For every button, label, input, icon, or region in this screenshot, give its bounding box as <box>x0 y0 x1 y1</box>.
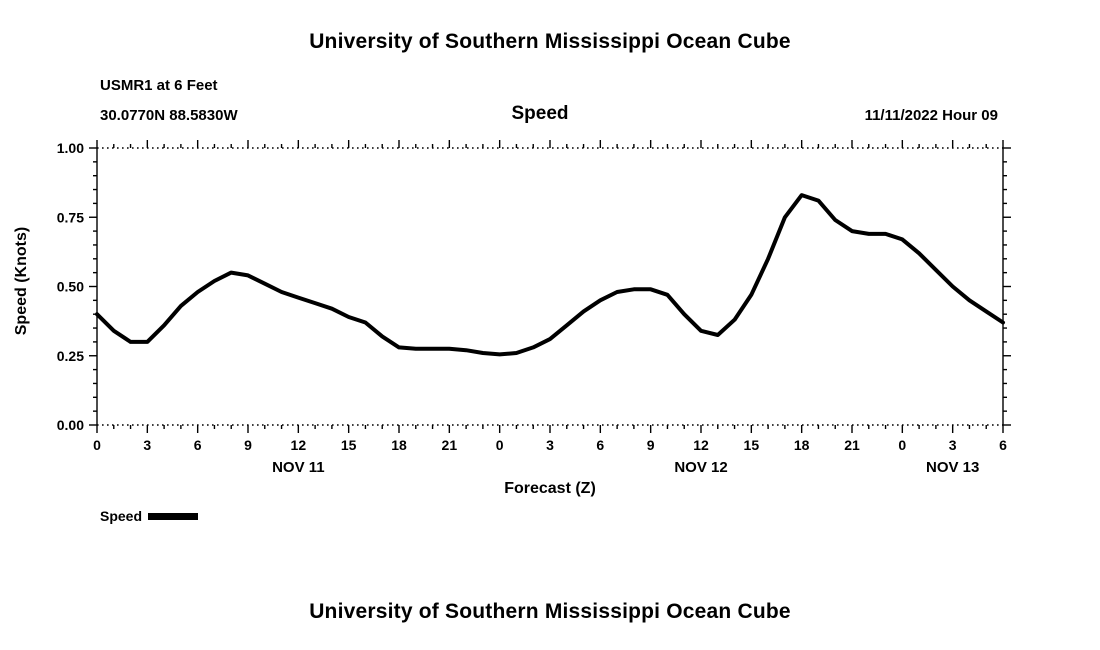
forecast-datetime: 11/11/2022 Hour 09 <box>864 107 998 124</box>
svg-text:0: 0 <box>496 437 504 453</box>
chart-panel-title: Speed <box>511 103 569 124</box>
svg-text:0.75: 0.75 <box>57 209 84 225</box>
svg-text:3: 3 <box>546 437 554 453</box>
svg-text:18: 18 <box>794 437 810 453</box>
svg-text:21: 21 <box>442 437 458 453</box>
speed-chart-svg: 0 3 6 9 12 15 18 21 0 3 6 9 12 15 18 21 0 3 6 NOV 11 NOV 12 N… <box>57 140 1011 476</box>
svg-text:3: 3 <box>143 437 151 453</box>
svg-text:18: 18 <box>391 437 407 453</box>
svg-text:6: 6 <box>194 437 202 453</box>
svg-text:NOV 13: NOV 13 <box>926 459 979 476</box>
svg-text:0: 0 <box>93 437 101 453</box>
svg-text:NOV 12: NOV 12 <box>674 459 727 476</box>
legend-line-swatch <box>148 512 199 520</box>
station-label: USMR1 at 6 Feet <box>100 77 218 94</box>
svg-text:15: 15 <box>341 437 357 453</box>
svg-text:0.25: 0.25 <box>57 348 84 364</box>
svg-text:0: 0 <box>898 437 906 453</box>
svg-text:6: 6 <box>596 437 604 453</box>
svg-text:1.00: 1.00 <box>57 140 84 156</box>
legend-label: Speed <box>100 508 143 524</box>
page-title: University of Southern Mississippi Ocean… <box>309 30 791 53</box>
next-panel-title: University of Southern Mississippi Ocean… <box>309 600 791 623</box>
svg-text:12: 12 <box>291 437 307 453</box>
svg-text:NOV 11: NOV 11 <box>272 459 325 476</box>
x-axis-label: Forecast (Z) <box>504 480 596 497</box>
svg-text:9: 9 <box>647 437 655 453</box>
svg-text:21: 21 <box>844 437 860 453</box>
station-coordinates: 30.0770N 88.5830W <box>100 107 238 124</box>
svg-text:6: 6 <box>999 437 1007 453</box>
svg-text:15: 15 <box>744 437 760 453</box>
svg-text:9: 9 <box>244 437 252 453</box>
svg-text:0.00: 0.00 <box>57 417 84 433</box>
legend: Speed <box>100 508 199 524</box>
svg-text:3: 3 <box>949 437 957 453</box>
svg-text:12: 12 <box>693 437 709 453</box>
svg-text:0.50: 0.50 <box>57 279 84 295</box>
